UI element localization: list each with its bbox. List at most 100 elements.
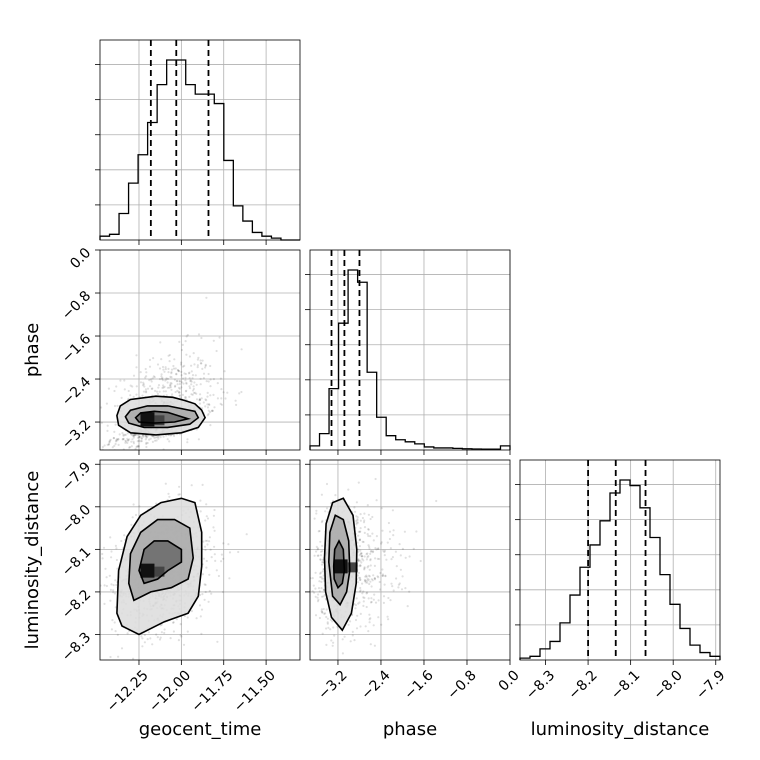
sample-point [105, 402, 108, 405]
xtick-label-geocent_time-0: −12.25 [104, 667, 152, 715]
sample-point [79, 656, 81, 658]
sample-point [377, 616, 380, 619]
sample-point [315, 550, 318, 553]
sample-point [178, 485, 181, 488]
sample-point [153, 436, 156, 439]
sample-point [201, 367, 204, 370]
sample-point [359, 612, 362, 616]
sample-point [397, 583, 400, 586]
sample-point [391, 509, 394, 512]
sample-point [138, 435, 141, 439]
sample-point [322, 595, 325, 598]
sample-point [105, 576, 108, 579]
sample-point [168, 440, 171, 443]
sample-point [363, 566, 366, 569]
sample-point [197, 356, 200, 359]
xtick-label-phase-2: −1.6 [401, 667, 436, 702]
sample-point [114, 442, 117, 446]
sample-point [148, 358, 152, 361]
sample-point [359, 513, 362, 516]
sample-point [363, 519, 366, 522]
sample-point [199, 615, 202, 618]
sample-point [179, 380, 182, 383]
frame-2d-0 [99, 249, 301, 451]
sample-point [368, 545, 371, 548]
sample-point [133, 451, 135, 453]
sample-point [177, 386, 181, 389]
sample-point [149, 466, 151, 468]
sample-point [201, 593, 204, 596]
sample-point [382, 601, 385, 605]
frame-2d-2 [309, 459, 511, 661]
sample-point [404, 556, 407, 559]
sample-point [183, 372, 186, 375]
sample-point [367, 544, 370, 547]
sample-point [245, 533, 248, 536]
sample-point [354, 618, 358, 622]
sample-point [209, 385, 212, 388]
sample-point [190, 370, 193, 373]
histogram-geocent_time [99, 59, 300, 241]
sample-point [185, 389, 188, 392]
sample-point [369, 550, 372, 553]
sample-point [216, 397, 219, 400]
sample-point [170, 368, 174, 371]
sample-point [365, 575, 368, 578]
sample-point [367, 534, 370, 538]
sample-point [185, 353, 188, 356]
sample-point [131, 516, 134, 519]
sample-point [214, 559, 217, 563]
sample-point [195, 383, 198, 386]
sample-point [384, 575, 387, 578]
sample-point [116, 633, 119, 637]
sample-point [373, 564, 376, 568]
sample-point [186, 333, 189, 337]
sample-point [155, 439, 158, 442]
xtick-label-luminosity_distance-3: −8.0 [651, 667, 686, 702]
sample-point [120, 647, 124, 650]
sample-point [127, 389, 130, 393]
sample-point [98, 451, 100, 453]
sample-point [156, 436, 159, 439]
sample-point [134, 513, 138, 517]
sample-point [126, 432, 129, 435]
sample-point [368, 618, 371, 621]
sample-point [112, 436, 115, 440]
sample-point [380, 541, 383, 544]
sample-point [135, 445, 138, 449]
sample-point [228, 577, 231, 580]
sample-point [134, 433, 137, 436]
sample-point [198, 402, 202, 405]
sample-point [96, 408, 98, 410]
sample-point [127, 439, 130, 442]
sample-point [403, 530, 406, 533]
sample-point [204, 548, 207, 552]
sample-point [355, 519, 358, 523]
sample-point [113, 444, 116, 447]
sample-point [119, 379, 122, 382]
sample-point [386, 541, 389, 544]
sample-point [319, 550, 323, 553]
sample-point [368, 568, 371, 571]
sample-point [152, 375, 155, 378]
sample-point [381, 574, 384, 578]
sample-point [366, 556, 369, 559]
sample-point [182, 382, 185, 385]
sample-point [143, 451, 145, 453]
sample-point [176, 383, 179, 386]
sample-point [369, 643, 372, 646]
sample-point [372, 550, 375, 553]
sample-point [221, 590, 225, 594]
sample-point [170, 434, 173, 437]
sample-point [132, 435, 135, 438]
sample-point [108, 439, 111, 442]
sample-point [226, 391, 229, 394]
sample-point [369, 552, 372, 556]
sample-point [138, 439, 141, 442]
sample-point [169, 384, 172, 387]
sample-point [301, 551, 303, 553]
sample-point [317, 598, 320, 601]
sample-point [202, 372, 206, 375]
sample-point [151, 440, 154, 443]
sample-point [203, 598, 206, 601]
